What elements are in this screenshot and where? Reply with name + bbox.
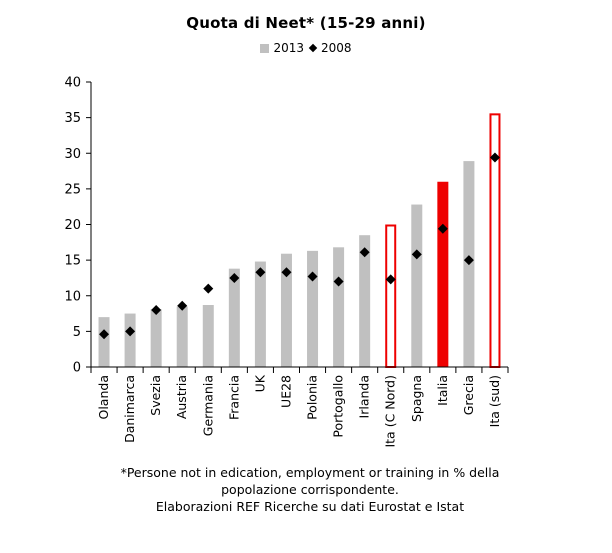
point-2008-danimarca xyxy=(125,326,136,337)
y-tick-label-35: 35 xyxy=(64,111,81,126)
x-tick-label-svezia: Svezia xyxy=(148,375,163,416)
bar-2013-austria xyxy=(176,306,188,367)
x-tick-label-spagna: Spagna xyxy=(409,375,424,422)
plot-area: 0 5 10 15 20 25 30 35 40 Olanda Danimarca Svezia Aus… xyxy=(64,76,509,448)
x-tick-label-germania: Germania xyxy=(200,375,215,436)
point-2008-germania xyxy=(203,283,214,294)
bar-2013-ita-sud- xyxy=(489,113,501,368)
legend-label-2013: 2013 xyxy=(273,41,304,55)
point-2008-portogallo xyxy=(333,276,344,287)
y-tick-label-0: 0 xyxy=(73,361,81,376)
bar-2013-ita-c-nord- xyxy=(385,224,397,368)
y-tick-label-40: 40 xyxy=(64,76,81,91)
x-tick-label-uk: UK xyxy=(252,374,267,392)
bar-2013-ue28 xyxy=(280,253,292,367)
bar-2013-spagna xyxy=(411,204,423,367)
x-tick-label-polonia: Polonia xyxy=(305,375,320,420)
bar-2013-francia xyxy=(228,268,240,367)
bar-2013-olanda xyxy=(98,317,110,367)
point-2008-irlanda xyxy=(359,247,370,258)
point-2008-uk xyxy=(255,267,266,278)
point-2008-italia xyxy=(437,223,448,234)
bar-2013-germania xyxy=(202,305,214,367)
point-2008-austria xyxy=(177,300,188,311)
x-tick-label-ue28: UE28 xyxy=(278,375,293,408)
legend: 2013 2008 xyxy=(0,41,612,55)
y-tick-label-15: 15 xyxy=(64,254,81,269)
point-2008-spagna xyxy=(411,249,422,260)
x-tick-label-francia: Francia xyxy=(226,375,241,420)
legend-label-2008: 2008 xyxy=(321,41,352,55)
point-2008-ita-sud- xyxy=(489,152,500,163)
y-tick-label-20: 20 xyxy=(64,218,81,233)
y-tick-label-30: 30 xyxy=(64,147,81,162)
footnote-line-1: *Persone not in edication, employment or… xyxy=(120,465,500,480)
point-2008-polonia xyxy=(307,271,318,282)
bar-2013-polonia xyxy=(307,250,319,367)
footnote-line-3: Elaborazioni REF Ricerche su dati Eurost… xyxy=(155,499,465,514)
bar-2013-danimarca xyxy=(124,313,136,367)
legend-swatch-2013 xyxy=(260,44,270,53)
bar-2013-uk xyxy=(254,261,266,367)
point-2008-olanda xyxy=(99,329,110,340)
y-tick-label-10: 10 xyxy=(64,289,81,304)
point-2008-ita-c-nord- xyxy=(385,274,396,285)
point-2008-ue28 xyxy=(281,267,292,278)
y-tick-label-25: 25 xyxy=(64,182,81,197)
point-2008-svezia xyxy=(151,305,162,315)
y-tick-label-5: 5 xyxy=(73,325,81,340)
chart-title: Quota di Neet* (15-29 anni) xyxy=(186,14,426,32)
point-2008-francia xyxy=(229,272,240,283)
x-tick-label-olanda: Olanda xyxy=(96,375,111,420)
x-tick-label-italia: Italia xyxy=(435,375,450,406)
x-tick-label-irlanda: Irlanda xyxy=(357,375,372,418)
point-2008-grecia xyxy=(463,255,474,266)
bar-2013-svezia xyxy=(150,309,162,367)
bar-2013-portogallo xyxy=(333,247,345,367)
footnote-line-2: popolazione corrispondente. xyxy=(221,482,399,497)
bar-2013-italia xyxy=(437,181,449,367)
bar-2013-irlanda xyxy=(359,235,371,367)
x-tick-label-danimarca: Danimarca xyxy=(122,375,137,443)
x-tick-label-austria: Austria xyxy=(174,375,189,419)
x-tick-label-ita-sud-: Ita (sud) xyxy=(487,375,502,427)
x-tick-label-ita-c-nord-: Ita (C Nord) xyxy=(383,375,398,448)
x-tick-label-grecia: Grecia xyxy=(461,375,476,415)
x-tick-label-portogallo: Portogallo xyxy=(331,375,346,438)
